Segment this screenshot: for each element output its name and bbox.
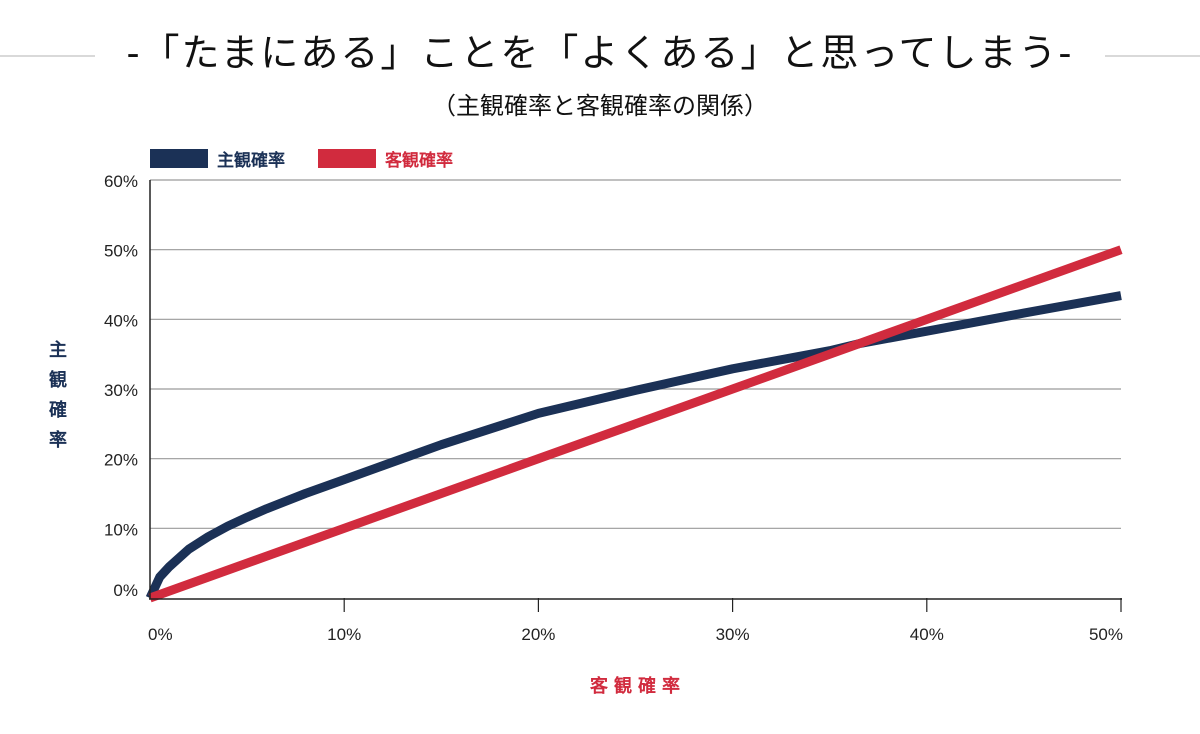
x-tick-label: 50% xyxy=(1089,625,1123,644)
x-tick-label: 20% xyxy=(521,625,555,644)
legend: 主観確率 客観確率 xyxy=(150,149,453,171)
legend-label-0: 主観確率 xyxy=(217,150,285,171)
x-tick-label: 10% xyxy=(327,625,361,644)
y-axis-label-char: 率 xyxy=(49,429,67,451)
x-tick-label: 30% xyxy=(716,625,750,644)
y-tick-label: 30% xyxy=(104,381,138,400)
page-subtitle: （主観確率と客観確率の関係） xyxy=(432,92,768,120)
axis-labels: 客観確率主観確率 xyxy=(49,339,680,697)
series-line-1 xyxy=(148,245,1123,603)
title-decoration-right xyxy=(1105,55,1200,57)
axes xyxy=(149,180,1122,612)
y-axis-label-char: 主 xyxy=(49,339,67,361)
legend-swatch-1 xyxy=(318,149,376,168)
y-tick-label: 20% xyxy=(104,451,138,470)
y-axis-label-char: 観 xyxy=(49,369,67,391)
y-tick-label: 40% xyxy=(104,311,138,330)
page-title-text: -「たまにある」ことを「よくある」と思ってしまう- xyxy=(118,31,1082,75)
title-decoration-left xyxy=(0,55,95,57)
series-layer xyxy=(145,245,1123,603)
legend-label-1: 客観確率 xyxy=(384,150,453,171)
x-axis-label-char: 観 xyxy=(614,675,632,697)
x-axis-label-char: 率 xyxy=(662,675,680,697)
y-tick-label: 10% xyxy=(104,520,138,539)
legend-swatch-0 xyxy=(150,149,208,168)
y-tick-label: 0% xyxy=(113,581,138,600)
y-axis-label-char: 確 xyxy=(49,399,67,421)
page-title: -「たまにある」ことを「よくある」と思ってしまう- xyxy=(0,22,1200,77)
x-axis-label-char: 確 xyxy=(638,675,656,697)
y-tick-label: 50% xyxy=(104,242,138,261)
series-line-0 xyxy=(145,291,1122,600)
y-tick-label: 60% xyxy=(104,172,138,191)
x-tick-label: 40% xyxy=(910,625,944,644)
x-axis-label-char: 客 xyxy=(590,675,609,697)
tick-labels: 0% 10% 20% 30% 40% 50% 60% 0% 10% 20% 30% 40% 50% xyxy=(104,172,1123,644)
x-tick-label: 0% xyxy=(148,625,173,644)
grid-lines xyxy=(150,179,1121,529)
